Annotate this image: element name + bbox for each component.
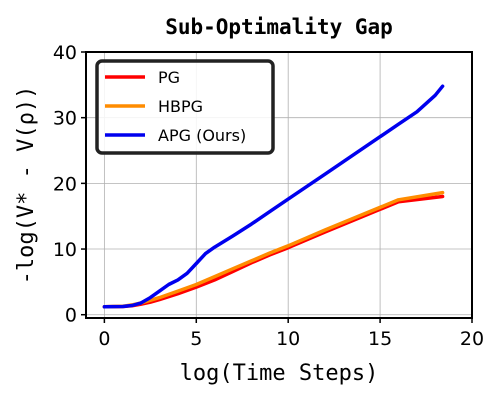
x-tick-label: 5 [190, 328, 202, 350]
series-line-apg-ours [102, 84, 445, 309]
x-tick-label: 15 [368, 328, 392, 350]
y-axis-label: -log(V* - V(ρ)) [14, 86, 39, 285]
x-axis-label: log(Time Steps) [180, 361, 379, 386]
legend-label: APG (Ours) [158, 126, 246, 145]
x-tick-label: 20 [460, 328, 484, 350]
x-tick-label: 0 [98, 328, 110, 350]
y-tick-label: 40 [53, 42, 77, 64]
legend-label: PG [158, 68, 180, 87]
y-tick-label: 20 [53, 173, 77, 195]
plot-frame [85, 51, 473, 319]
y-tick-label: 10 [53, 239, 77, 261]
legend-label: HBPG [158, 97, 203, 116]
y-tick-label: 0 [65, 305, 77, 327]
x-tick-label: 10 [276, 328, 300, 350]
chart-title: Sub-Optimality Gap [165, 15, 393, 39]
y-tick-label: 30 [53, 108, 77, 130]
legend-box [95, 59, 275, 155]
legend: PG HBPG APG (Ours) [95, 59, 275, 155]
